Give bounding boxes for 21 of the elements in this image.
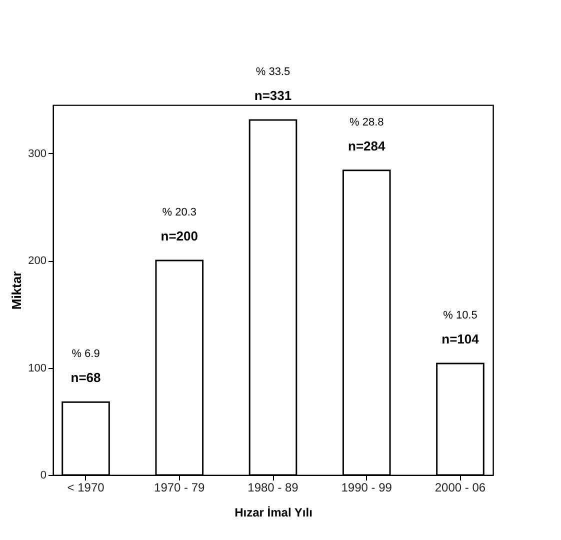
x-tick-label: 1970 - 79 — [154, 480, 206, 494]
x-tick-label: < 1970 — [67, 480, 105, 494]
data-label: n=68 — [70, 370, 101, 386]
y-tick-label: 300 — [28, 148, 46, 160]
data-label: n=331 — [254, 88, 292, 104]
x-tick-label: 1990 - 99 — [341, 480, 392, 494]
y-tick-label: 100 — [28, 362, 46, 374]
y-tick-label: 0 — [40, 470, 46, 482]
y-axis-title: Miktar — [9, 271, 24, 310]
annotation: % 28.8 — [349, 116, 384, 128]
annotation: % 20.3 — [162, 206, 197, 219]
x-tick-label: 1980 - 89 — [248, 480, 299, 494]
x-axis-title: Hızar İmal Yılı — [234, 506, 312, 520]
data-label: n=200 — [160, 228, 198, 244]
data-label: n=104 — [442, 331, 480, 346]
y-tick-label: 200 — [28, 255, 46, 268]
data-label: n=284 — [348, 138, 386, 154]
x-tick-label: 2000 - 06 — [434, 480, 486, 494]
annotation: % 6.9 — [72, 348, 100, 360]
text: % 33.5 — [256, 66, 290, 78]
annotation: % 10.5 — [443, 309, 478, 322]
